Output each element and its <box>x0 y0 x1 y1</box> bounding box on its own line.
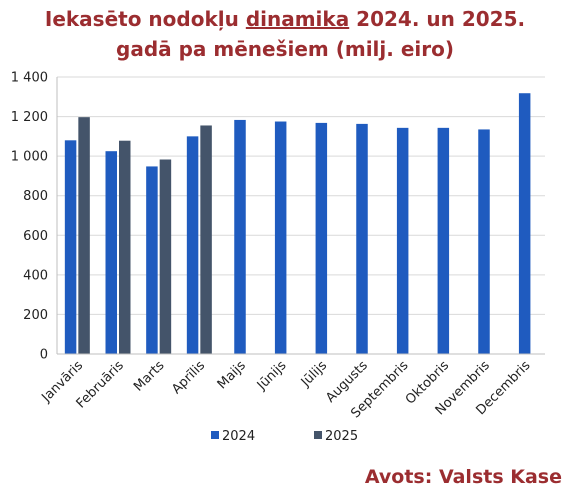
x-tick-label: Aprīlis <box>169 358 208 397</box>
legend-label-2024: 2024 <box>222 429 255 444</box>
legend-swatch-2025 <box>314 431 322 439</box>
bar-2025-3 <box>159 159 172 354</box>
bar-2024-5 <box>234 119 246 354</box>
y-tick-label: 800 <box>23 189 48 204</box>
source-note: Avots: Valsts Kase <box>364 466 562 488</box>
bar-2024-10 <box>437 127 450 354</box>
y-tick-label: 0 <box>40 348 48 363</box>
chart-title-underlined: dinamika <box>245 7 350 31</box>
y-tick-label: 1 200 <box>11 110 48 125</box>
bar-2024-2 <box>105 151 117 354</box>
bars <box>64 93 531 355</box>
bar-2024-9 <box>396 127 409 354</box>
y-tick-label: 1 400 <box>11 71 48 86</box>
x-tick-label: Jūnijs <box>254 358 290 394</box>
bar-2024-1 <box>64 140 77 354</box>
bar-2025-2 <box>119 140 131 354</box>
y-tick-labels: 0 200 400 600 800 1 000 1 200 1 400 <box>11 71 48 363</box>
chart-title-line-2: gadā pa mēnešiem (milj. eiro) <box>116 37 454 61</box>
y-tick-label: 400 <box>23 268 48 283</box>
legend-swatch-2024 <box>211 431 219 439</box>
bar-2024-7 <box>315 122 328 354</box>
bar-2024-8 <box>356 123 368 354</box>
legend-label-2025: 2025 <box>325 429 358 444</box>
chart-title: Iekasēto nodokļu dinamika 2024. un 2025.… <box>0 4 570 64</box>
y-tick-label: 600 <box>23 229 48 244</box>
bar-2025-1 <box>78 117 90 354</box>
bar-2025-4 <box>200 125 212 354</box>
bar-2024-3 <box>146 166 158 354</box>
bar-2024-12 <box>518 93 531 354</box>
chart-title-line-1: Iekasēto nodokļu dinamika 2024. un 2025. <box>44 7 526 31</box>
x-tick-label: Marts <box>131 358 168 395</box>
bar-2024-4 <box>186 136 199 354</box>
bar-2024-6 <box>274 121 287 355</box>
legend: 2024 2025 <box>211 429 358 444</box>
y-tick-label: 1 000 <box>11 150 48 165</box>
x-tick-label: Jūlijs <box>298 358 330 390</box>
axes <box>56 77 545 355</box>
bar-2024-11 <box>478 129 490 354</box>
y-tick-label: 200 <box>23 308 48 323</box>
x-tick-label: Maijs <box>215 358 249 392</box>
